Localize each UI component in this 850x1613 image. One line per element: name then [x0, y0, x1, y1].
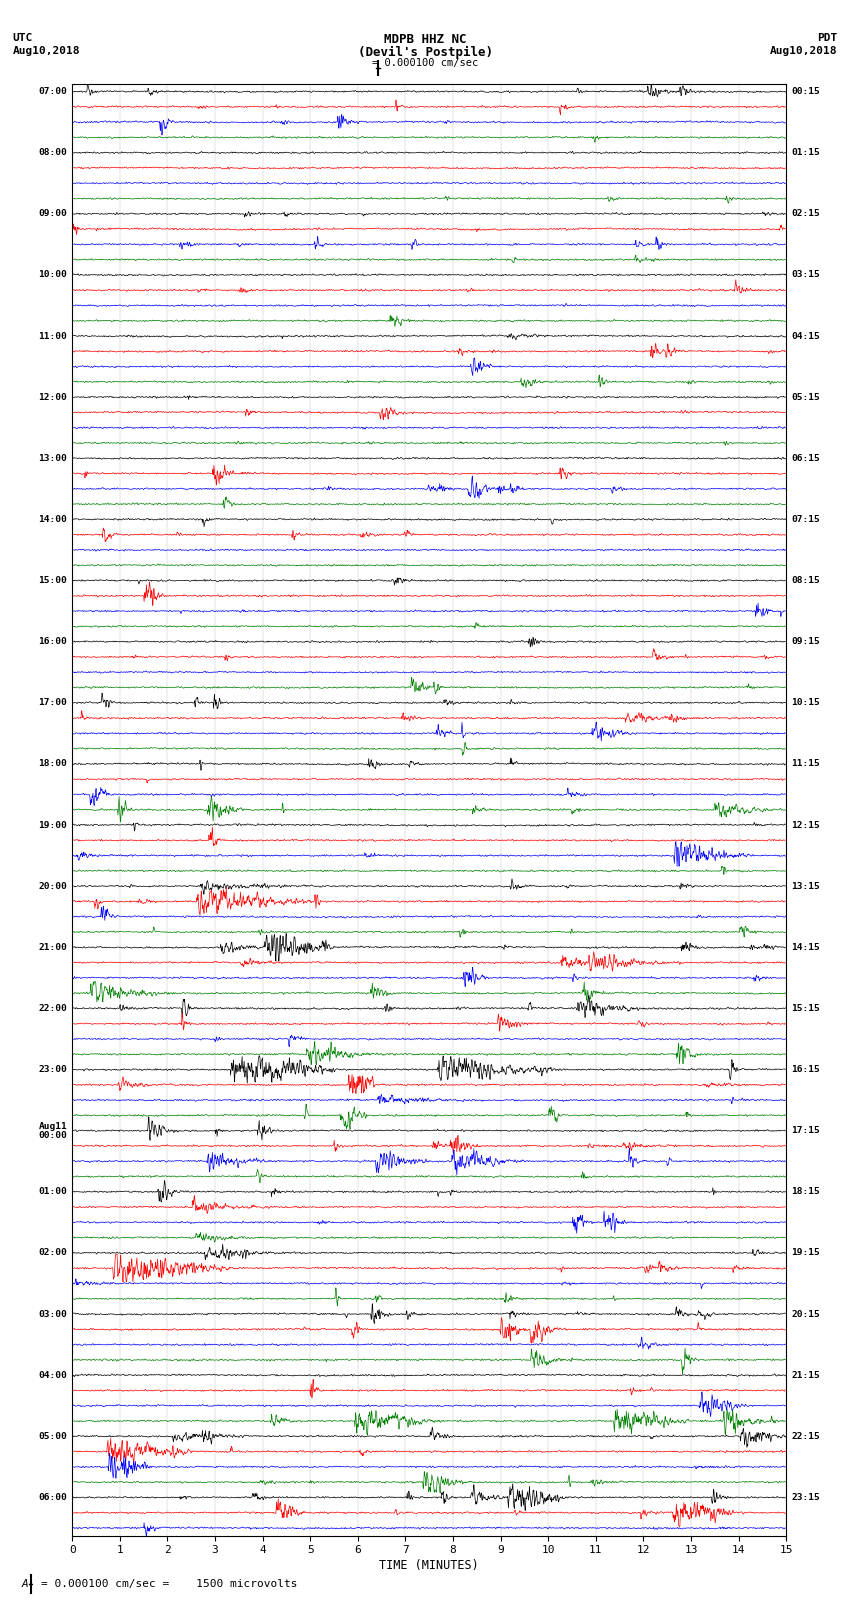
Text: 02:15: 02:15 [791, 210, 820, 218]
Text: 10:15: 10:15 [791, 698, 820, 706]
Text: 04:00: 04:00 [38, 1371, 67, 1379]
X-axis label: TIME (MINUTES): TIME (MINUTES) [379, 1560, 479, 1573]
Text: 13:00: 13:00 [38, 453, 67, 463]
Text: 09:00: 09:00 [38, 210, 67, 218]
Text: 08:15: 08:15 [791, 576, 820, 586]
Text: 19:00: 19:00 [38, 821, 67, 829]
Text: 17:15: 17:15 [791, 1126, 820, 1136]
Text: 21:00: 21:00 [38, 942, 67, 952]
Text: A: A [21, 1579, 28, 1589]
Text: Aug11
00:00: Aug11 00:00 [38, 1121, 67, 1140]
Text: 12:00: 12:00 [38, 392, 67, 402]
Text: 11:15: 11:15 [791, 760, 820, 768]
Text: 09:15: 09:15 [791, 637, 820, 647]
Text: 05:00: 05:00 [38, 1432, 67, 1440]
Text: 11:00: 11:00 [38, 332, 67, 340]
Text: 14:15: 14:15 [791, 942, 820, 952]
Text: UTC: UTC [13, 32, 33, 44]
Text: 18:00: 18:00 [38, 760, 67, 768]
Text: Aug10,2018: Aug10,2018 [770, 45, 837, 56]
Text: 01:15: 01:15 [791, 148, 820, 156]
Text: 00:15: 00:15 [791, 87, 820, 97]
Text: (Devil's Postpile): (Devil's Postpile) [358, 45, 492, 60]
Text: 04:15: 04:15 [791, 332, 820, 340]
Text: 07:00: 07:00 [38, 87, 67, 97]
Text: = 0.000100 cm/sec =    1500 microvolts: = 0.000100 cm/sec = 1500 microvolts [41, 1579, 298, 1589]
Text: 06:00: 06:00 [38, 1494, 67, 1502]
Text: 12:15: 12:15 [791, 821, 820, 829]
Text: Aug10,2018: Aug10,2018 [13, 45, 80, 56]
Text: 23:15: 23:15 [791, 1494, 820, 1502]
Text: 08:00: 08:00 [38, 148, 67, 156]
Text: 23:00: 23:00 [38, 1065, 67, 1074]
Text: = 0.000100 cm/sec: = 0.000100 cm/sec [371, 58, 478, 68]
Text: 03:15: 03:15 [791, 271, 820, 279]
Text: 10:00: 10:00 [38, 271, 67, 279]
Text: 01:00: 01:00 [38, 1187, 67, 1197]
Text: 15:00: 15:00 [38, 576, 67, 586]
Text: 22:15: 22:15 [791, 1432, 820, 1440]
Text: 15:15: 15:15 [791, 1003, 820, 1013]
Text: 02:00: 02:00 [38, 1248, 67, 1258]
Text: 20:15: 20:15 [791, 1310, 820, 1318]
Text: PDT: PDT [817, 32, 837, 44]
Text: 20:00: 20:00 [38, 882, 67, 890]
Text: 16:15: 16:15 [791, 1065, 820, 1074]
Text: 13:15: 13:15 [791, 882, 820, 890]
Text: 21:15: 21:15 [791, 1371, 820, 1379]
Text: MDPB HHZ NC: MDPB HHZ NC [383, 32, 467, 47]
Text: 17:00: 17:00 [38, 698, 67, 706]
Text: 14:00: 14:00 [38, 515, 67, 524]
Text: 18:15: 18:15 [791, 1187, 820, 1197]
Text: 03:00: 03:00 [38, 1310, 67, 1318]
Text: 07:15: 07:15 [791, 515, 820, 524]
Text: 22:00: 22:00 [38, 1003, 67, 1013]
Text: 19:15: 19:15 [791, 1248, 820, 1258]
Text: 05:15: 05:15 [791, 392, 820, 402]
Text: 16:00: 16:00 [38, 637, 67, 647]
Text: 06:15: 06:15 [791, 453, 820, 463]
